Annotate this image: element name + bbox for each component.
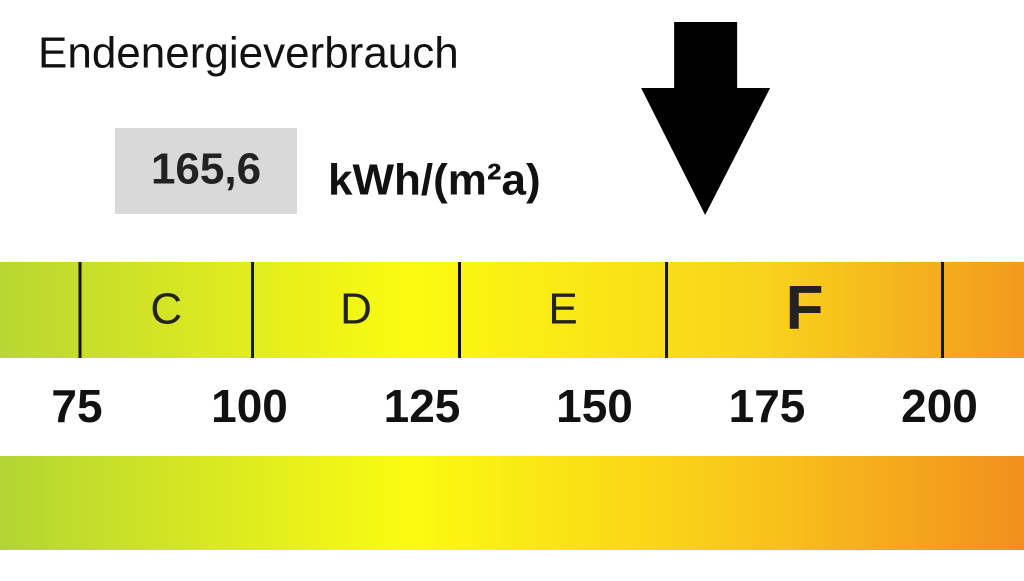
- scale-tick-label: 100: [211, 380, 288, 432]
- scale-tick-label: 175: [729, 380, 806, 432]
- scale-tick-label: 125: [384, 380, 461, 432]
- value-box: [115, 128, 297, 214]
- title: Endenergieverbrauch: [38, 29, 459, 78]
- scale-tick-label: 200: [901, 380, 978, 432]
- value: 165,6: [151, 145, 261, 194]
- class-label: C: [150, 285, 182, 334]
- class-label: F: [786, 273, 824, 342]
- class-label: D: [340, 285, 372, 334]
- class-label: E: [548, 285, 577, 334]
- class-bar: [0, 262, 1024, 358]
- unit: kWh/(m²a): [328, 156, 541, 205]
- scale-tick-label: 75: [51, 380, 102, 432]
- value-arrow: [641, 22, 771, 215]
- gradient-bar: [0, 456, 1024, 550]
- scale: BCDEF75100125150175200: [51, 22, 978, 432]
- scale-tick-label: 150: [556, 380, 633, 432]
